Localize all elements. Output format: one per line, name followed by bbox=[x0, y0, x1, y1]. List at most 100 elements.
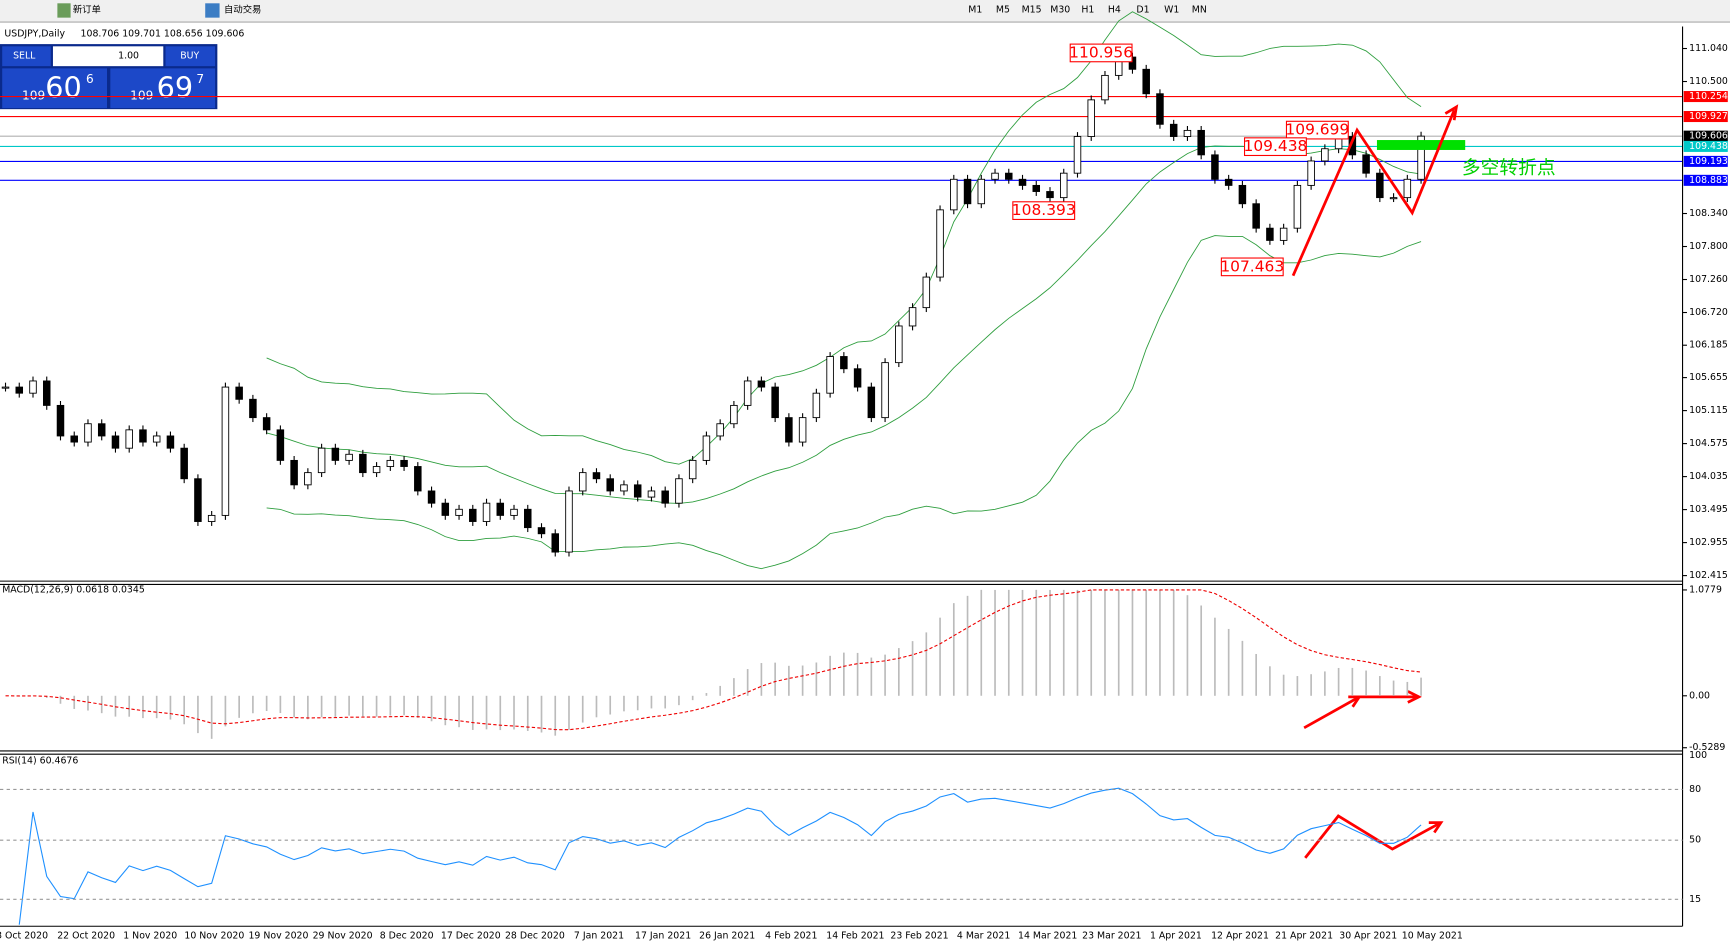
candle bbox=[262, 417, 271, 431]
y-tick-label: 102.955 bbox=[1689, 537, 1728, 548]
x-tick-label: 10 May 2021 bbox=[1402, 931, 1463, 942]
annotation-box bbox=[1069, 43, 1133, 63]
new-order-button[interactable]: 新订单 bbox=[73, 3, 101, 15]
x-tick-label: 1 Apr 2021 bbox=[1150, 931, 1202, 942]
auto-trading-icon[interactable] bbox=[205, 3, 220, 18]
candle bbox=[840, 356, 848, 370]
ask-main: 69 bbox=[157, 70, 193, 104]
candle bbox=[991, 172, 999, 180]
candle bbox=[537, 527, 546, 535]
candle bbox=[771, 386, 779, 419]
buy-label[interactable]: BUY bbox=[180, 51, 199, 62]
candle bbox=[139, 429, 147, 443]
candle bbox=[1169, 123, 1178, 137]
candle bbox=[510, 508, 518, 516]
candle bbox=[565, 490, 573, 553]
timeframe-button[interactable]: D1 bbox=[1136, 4, 1149, 15]
lot-value[interactable]: 1.00 bbox=[118, 51, 139, 62]
candle bbox=[166, 435, 175, 449]
x-tick-label: 4 Feb 2021 bbox=[765, 931, 817, 942]
x-tick-label: 14 Feb 2021 bbox=[826, 931, 884, 942]
macd-tick-label: -0.5289 bbox=[1689, 742, 1725, 753]
candle bbox=[56, 404, 65, 437]
x-tick-label: 26 Jan 2021 bbox=[699, 931, 755, 942]
lot-input[interactable] bbox=[52, 46, 164, 67]
buy-button[interactable] bbox=[165, 46, 216, 67]
annotation-box bbox=[1220, 257, 1284, 277]
candle bbox=[1362, 154, 1370, 174]
annotation: 110.956 bbox=[1069, 43, 1133, 61]
candle bbox=[1032, 184, 1041, 192]
candle bbox=[15, 386, 24, 394]
x-tick-label: 28 Dec 2020 bbox=[505, 931, 565, 942]
ask-box[interactable] bbox=[110, 68, 216, 109]
sell-button[interactable] bbox=[2, 46, 51, 67]
candle bbox=[125, 429, 133, 449]
bid-main: 60 bbox=[45, 70, 81, 104]
macd-tick-label: 0.00 bbox=[1689, 690, 1710, 701]
candle bbox=[152, 435, 161, 443]
bid-pip: 6 bbox=[86, 72, 94, 86]
bollinger-band bbox=[266, 145, 1422, 504]
candle bbox=[1238, 184, 1247, 205]
annotation-box bbox=[1285, 120, 1349, 140]
candle bbox=[1293, 184, 1302, 229]
annotation: 107.463 bbox=[1220, 257, 1284, 275]
candle bbox=[455, 508, 463, 516]
candle bbox=[372, 466, 381, 474]
candle bbox=[42, 380, 51, 406]
candle bbox=[194, 478, 202, 522]
timeframe-button[interactable]: M5 bbox=[996, 4, 1010, 15]
sell-label[interactable]: SELL bbox=[13, 51, 36, 62]
candle bbox=[785, 417, 793, 443]
timeframe-button[interactable]: M1 bbox=[968, 4, 982, 15]
candle bbox=[1224, 178, 1233, 186]
x-tick-label: 10 Nov 2020 bbox=[184, 931, 244, 942]
bollinger-band bbox=[266, 11, 1422, 465]
y-tick-label: 105.655 bbox=[1689, 372, 1728, 383]
candle bbox=[345, 453, 353, 461]
auto-trading-button[interactable]: 自动交易 bbox=[224, 3, 261, 15]
candle bbox=[730, 404, 738, 425]
candle bbox=[469, 508, 477, 522]
candle bbox=[1059, 172, 1068, 199]
y-tick-label: 111.040 bbox=[1689, 43, 1728, 54]
candle bbox=[1018, 178, 1027, 186]
macd-signal bbox=[5, 589, 1422, 731]
new-order-icon[interactable] bbox=[57, 3, 71, 18]
timeframe-button[interactable]: M15 bbox=[1022, 4, 1042, 15]
candle bbox=[317, 447, 326, 474]
candle bbox=[1252, 203, 1260, 229]
candle bbox=[895, 325, 903, 364]
candle bbox=[29, 380, 37, 394]
candle bbox=[304, 472, 312, 486]
rsi-tick-label: 100 bbox=[1689, 750, 1707, 761]
candle bbox=[551, 533, 559, 553]
candle bbox=[620, 484, 628, 492]
turning-point-note: 多空转折点 bbox=[1462, 157, 1556, 179]
x-tick-label: 30 Apr 2021 bbox=[1339, 931, 1397, 942]
level-tag bbox=[1683, 130, 1728, 142]
timeframe-button[interactable]: W1 bbox=[1164, 4, 1179, 15]
annotation: 109.699 bbox=[1285, 121, 1349, 139]
x-tick-label: 1 Nov 2020 bbox=[123, 931, 177, 942]
candle bbox=[1156, 93, 1164, 125]
level-label: 109.193 bbox=[1689, 156, 1728, 167]
timeframe-button[interactable]: MN bbox=[1192, 4, 1207, 15]
timeframe-button[interactable]: H4 bbox=[1108, 4, 1121, 15]
candle bbox=[400, 459, 408, 467]
timeframe-button[interactable]: H1 bbox=[1081, 4, 1094, 15]
x-tick-label: 17 Dec 2020 bbox=[441, 931, 501, 942]
candle bbox=[826, 356, 834, 394]
candle bbox=[249, 398, 257, 419]
toolbar bbox=[0, 0, 1730, 23]
candle bbox=[936, 209, 944, 278]
timeframe-button[interactable]: M30 bbox=[1050, 4, 1070, 15]
level-tag bbox=[1683, 111, 1728, 123]
bid-box[interactable] bbox=[2, 68, 108, 109]
y-tick-label: 106.720 bbox=[1689, 307, 1728, 318]
rsi-tick-label: 15 bbox=[1689, 894, 1701, 905]
candle bbox=[441, 502, 450, 516]
candle bbox=[207, 514, 216, 522]
candle bbox=[1101, 74, 1109, 101]
